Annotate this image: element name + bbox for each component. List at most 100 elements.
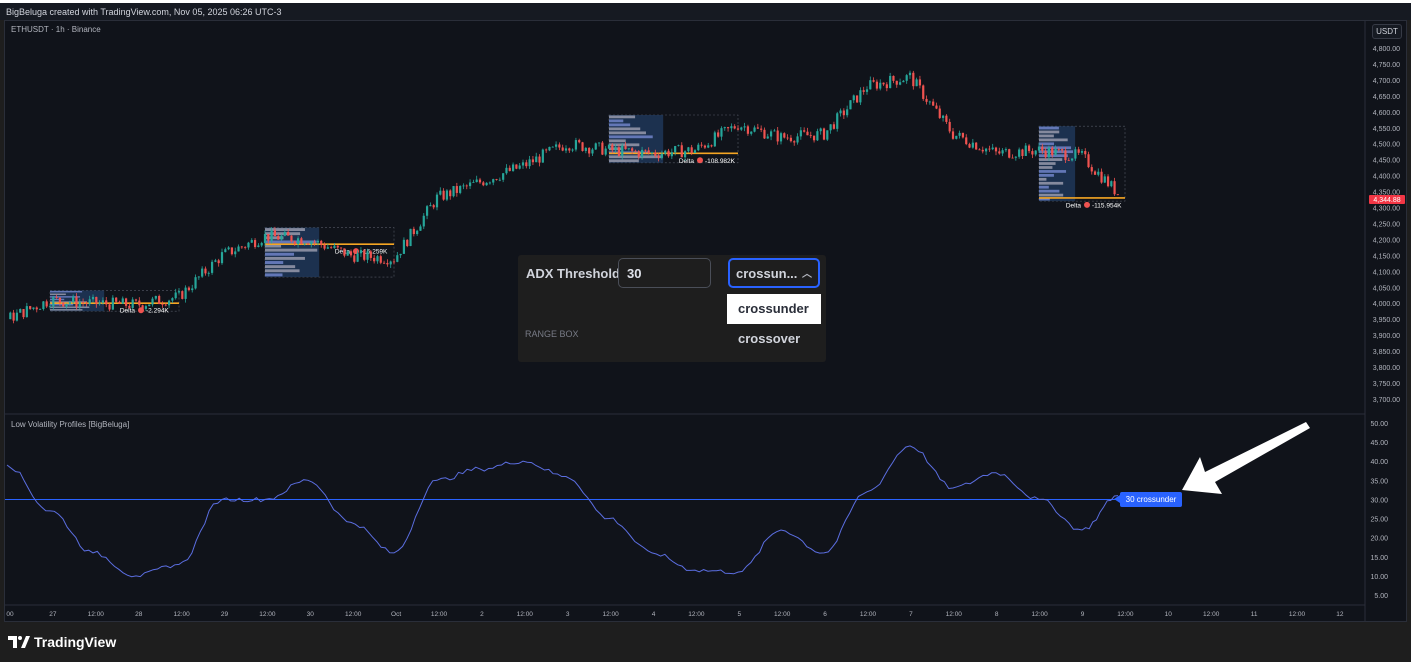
option-crossover[interactable]: crossover: [727, 324, 821, 354]
candle-body: [459, 186, 462, 193]
candle-body: [1070, 158, 1074, 161]
profile-bar: [1039, 142, 1055, 146]
candle-body: [611, 144, 614, 151]
candle-body: [392, 261, 396, 263]
candle-body: [736, 128, 740, 130]
candle-body: [902, 80, 905, 83]
option-crossunder[interactable]: crossunder: [727, 294, 821, 324]
candle-body: [862, 90, 865, 92]
candle-body: [511, 164, 515, 171]
candle-body: [38, 309, 42, 310]
candle-body: [379, 256, 382, 263]
delta-dot: [1084, 201, 1090, 208]
indicator-title[interactable]: Low Volatility Profiles [BigBeluga]: [11, 420, 130, 429]
adx-tick: 10.00: [1370, 574, 1388, 581]
candle-body: [75, 296, 78, 307]
candle-body: [406, 239, 409, 247]
price-tick: 4,450.00: [1373, 158, 1400, 165]
candle-body: [399, 253, 402, 256]
candle-body: [210, 261, 214, 273]
candle-body: [508, 167, 511, 171]
candle-body: [1106, 176, 1110, 187]
candle-body: [713, 132, 716, 147]
candle-body: [779, 133, 783, 142]
candle-body: [244, 246, 247, 248]
candle-body: [250, 240, 253, 243]
price-tick: 3,900.00: [1373, 333, 1400, 340]
candle-body: [753, 127, 756, 132]
candle-body: [998, 151, 1001, 154]
candle-body: [829, 124, 832, 131]
candle-body: [197, 276, 200, 278]
candle-body: [502, 173, 505, 180]
candle-body: [898, 82, 902, 85]
candle-body: [991, 147, 994, 150]
time-tick: 9: [1081, 611, 1085, 618]
candle-body: [793, 141, 796, 143]
candle-body: [419, 226, 422, 231]
adx-tick: 45.00: [1370, 440, 1388, 447]
candle-body: [640, 149, 644, 157]
profile-bar: [265, 228, 305, 232]
candle-body: [660, 153, 664, 158]
candle-body: [535, 156, 538, 163]
candle-body: [234, 251, 237, 255]
candle-body: [723, 127, 726, 129]
candle-body: [1103, 176, 1106, 183]
candle-body: [316, 240, 320, 243]
candle-body: [763, 129, 766, 139]
candle-body: [627, 148, 630, 150]
candle-body: [488, 182, 492, 184]
mode-select[interactable]: crossun... ︿: [728, 258, 820, 288]
adx-tick: 5.00: [1374, 593, 1388, 600]
candle-body: [445, 190, 449, 200]
candle-body: [442, 190, 445, 200]
candle-body: [994, 147, 998, 152]
tradingview-logo[interactable]: TradingView: [8, 634, 116, 650]
candle-body: [846, 109, 849, 116]
candle-body: [48, 306, 52, 308]
candle-body: [1077, 149, 1080, 153]
time-tick: 12:00: [345, 611, 362, 618]
profile-bar: [50, 298, 65, 301]
profile-bar: [265, 261, 284, 264]
candle-body: [928, 101, 931, 103]
candle-body: [260, 242, 263, 246]
candle-body: [382, 262, 386, 264]
candle-body: [531, 159, 535, 163]
candle-body: [353, 255, 356, 262]
candle-body: [333, 245, 336, 249]
time-tick: 12:00: [1031, 611, 1048, 618]
candle-body: [485, 182, 488, 186]
candle-body: [670, 152, 673, 157]
last-price-value: 4,344.88: [1373, 197, 1400, 204]
candle-body: [1100, 171, 1103, 183]
profile-bar: [1039, 177, 1047, 181]
price-tick: 3,700.00: [1373, 397, 1400, 404]
adx-tick: 40.00: [1370, 459, 1388, 466]
candle-body: [363, 250, 366, 260]
adx-tick: 15.00: [1370, 555, 1388, 562]
adx-tick: 20.00: [1370, 536, 1388, 543]
currency-button[interactable]: USDT: [1372, 24, 1402, 39]
time-tick: Oct: [391, 611, 401, 618]
candle-body: [91, 296, 95, 300]
candle-body: [965, 137, 968, 145]
adx-threshold-input[interactable]: [618, 258, 711, 288]
profile-bar: [265, 240, 317, 244]
candle-body: [1116, 194, 1119, 196]
candle-body: [45, 301, 48, 307]
candle-body: [918, 79, 922, 86]
adx-tick: 25.00: [1370, 517, 1388, 524]
candle-body: [644, 149, 647, 151]
candle-body: [346, 251, 349, 256]
candle-body: [968, 144, 971, 148]
candle-body: [1037, 146, 1041, 151]
candle-body: [1113, 181, 1116, 195]
candle-body: [637, 151, 640, 157]
adx-tick: 35.00: [1370, 478, 1388, 485]
candle-body: [101, 300, 105, 303]
price-tick: 4,650.00: [1373, 94, 1400, 101]
candle-body: [296, 238, 300, 245]
